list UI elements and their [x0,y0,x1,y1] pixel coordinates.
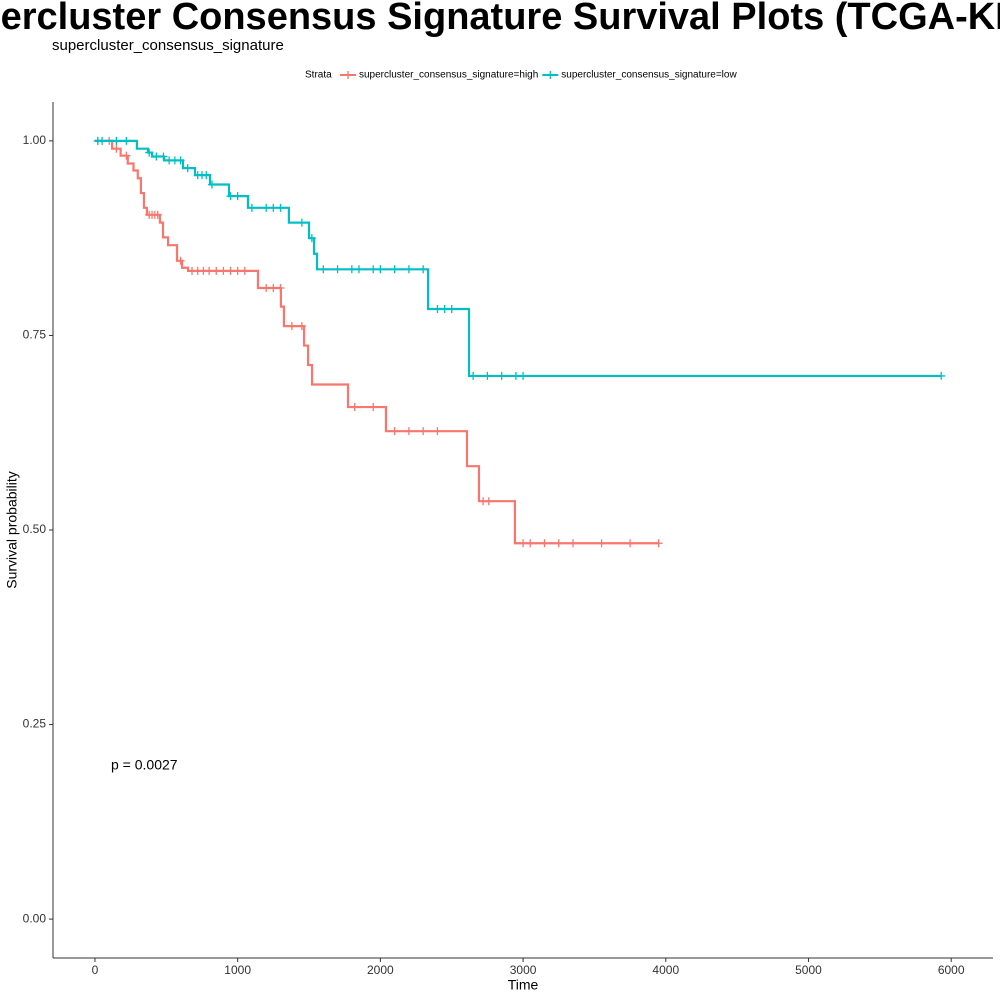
censor-mark [112,136,121,145]
censor-mark [354,265,363,274]
y-tick-label: 1.00 [23,133,47,147]
chart-title: Supercluster Consensus Signature Surviva… [0,0,1000,38]
y-tick-label: 0.25 [23,717,47,731]
censor-mark [233,192,242,201]
censor-mark [433,304,442,313]
x-tick-label: 0 [92,963,99,977]
censor-mark [276,283,285,292]
censor-mark [176,256,185,265]
censor-mark [153,210,162,219]
censor-mark [440,304,449,313]
censor-mark [297,322,306,331]
censor-mark [554,539,563,548]
y-tick-label: 0.50 [23,522,47,536]
censor-mark [307,234,316,243]
censor-mark [483,371,492,380]
legend-title: Strata [305,70,332,81]
censor-mark [212,266,221,275]
x-tick-label: 1000 [224,963,251,977]
censor-mark [333,265,342,274]
legend: Strata supercluster_consensus_signature=h… [305,70,737,81]
censor-mark [484,497,493,506]
survival-curve [94,139,942,378]
censor-mark [404,265,413,274]
x-tick-label: 6000 [938,963,965,977]
censor-mark [497,371,506,380]
censor-mark [319,265,328,274]
censor-mark [269,283,278,292]
censor-mark [447,304,456,313]
censor-mark [202,171,211,180]
censor-mark [511,371,520,380]
censor-mark [469,371,478,380]
censor-mark [569,539,578,548]
censor-mark [287,322,296,331]
censor-mark [152,152,161,161]
censor-mark [390,265,399,274]
censor-mark [159,152,168,161]
censor-mark [262,283,271,292]
censor-mark [347,265,356,274]
x-tick-label: 4000 [652,963,679,977]
censor-mark [226,192,235,201]
chart-subtitle: supercluster_consensus_signature [52,37,284,54]
censor-mark [526,539,535,548]
y-tick-label: 0.00 [23,911,47,925]
y-axis-label: Survival probability [4,471,20,589]
censor-mark [207,180,216,189]
censor-mark [145,148,154,157]
x-tick-label: 3000 [510,963,537,977]
legend-label: supercluster_consensus_signature=low [561,70,737,81]
censor-mark [390,427,399,436]
censor-mark [183,164,192,173]
censor-mark [176,156,185,165]
legend-label: supercluster_consensus_signature=high [359,70,538,81]
censor-mark [276,203,285,212]
x-axis-label: Time [508,977,539,993]
censor-mark [269,203,278,212]
censor-mark [404,427,413,436]
x-tick-label: 5000 [795,963,822,977]
y-tick-label: 0.75 [23,328,47,342]
censor-mark [597,539,606,548]
censor-mark [122,136,131,145]
censor-mark [433,427,442,436]
censor-mark [654,539,663,548]
censor-mark [226,266,235,275]
censor-mark [240,266,249,275]
censor-mark [297,218,306,227]
censor-mark [369,403,378,412]
censor-mark [98,136,107,145]
censor-mark [122,151,131,160]
censor-mark [233,266,242,275]
censor-mark [112,144,121,153]
censor-mark [369,265,378,274]
p-value-annotation: p = 0.0027 [111,757,178,773]
censor-mark [540,539,549,548]
censor-mark [205,266,214,275]
censor-mark [519,371,528,380]
censor-mark [247,203,256,212]
survival-curve [94,139,659,545]
censor-mark [419,265,428,274]
censor-mark [376,265,385,274]
censor-mark [350,403,359,412]
censor-mark [419,427,428,436]
censor-mark [519,539,528,548]
censor-mark [937,371,946,380]
censor-mark [262,203,271,212]
censor-mark [626,539,635,548]
x-tick-label: 2000 [367,963,394,977]
censor-mark [219,266,228,275]
